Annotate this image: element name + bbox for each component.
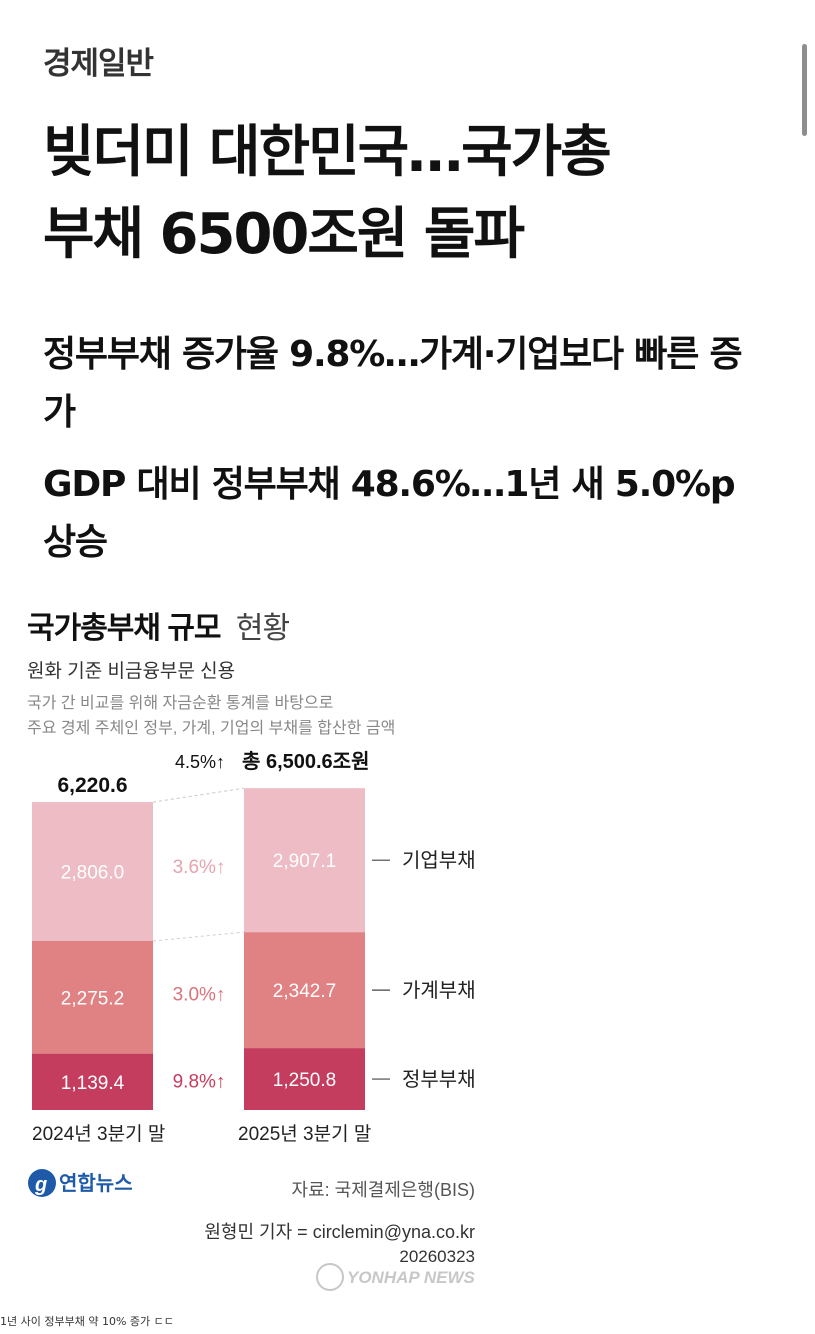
series-label: 정부부채 xyxy=(402,1068,476,1091)
bar-value-label: 2,806.0 xyxy=(61,863,124,884)
yonhap-logo-icon xyxy=(28,1169,56,1197)
bar-2-1 xyxy=(32,940,153,1054)
bar-value-label: 2,342.7 xyxy=(273,981,336,1002)
total-label-2: 총 6,500.6조원 xyxy=(242,750,370,773)
bar-value-label: 1,139.4 xyxy=(61,1073,125,1094)
chart-title-light: 현황 xyxy=(236,612,290,645)
infographic: 국가총부채 규모 현황 원화 기준 비금융부문 신용 국가 간 비교를 위해 자… xyxy=(0,580,815,1300)
chart-title: 국가총부채 규모 현황 xyxy=(27,612,289,645)
chart-title-bold: 국가총부채 규모 xyxy=(27,612,221,645)
change-label: 3.6%↑ xyxy=(173,857,226,878)
subhead-2: GDP 대비 정부부채 48.6%…1년 새 5.0%p 상승 xyxy=(43,464,736,563)
bar-3-1 xyxy=(32,802,153,941)
stacked-bar-chart: 국가총부채 규모 현황 원화 기준 비금융부문 신용 국가 간 비교를 위해 자… xyxy=(27,612,476,1291)
svg-text:ɡ: ɡ xyxy=(34,1174,47,1196)
chart-description-2: 주요 경제 주체인 정부, 가계, 기업의 부채를 합산한 금액 xyxy=(27,719,395,737)
watermark-icon xyxy=(316,1263,344,1291)
connector-line xyxy=(152,787,245,803)
headline-line-1: 빚더미 대한민국…국가총 xyxy=(43,120,612,185)
reporter-credit: 원형민 기자 = circlemin@yna.co.kr xyxy=(204,1222,475,1242)
yonhap-logo: ɡ 연합뉴스 xyxy=(28,1169,133,1197)
bar-value-label: 2,275.2 xyxy=(61,988,124,1009)
bar-1-2 xyxy=(244,1048,365,1110)
yonhap-logo-text: 연합뉴스 xyxy=(59,1172,133,1195)
total-change-label: 4.5%↑ xyxy=(175,752,225,772)
article-category: 경제일반 xyxy=(43,46,154,82)
scrollbar[interactable] xyxy=(802,44,807,136)
bar-value-label: 2,907.1 xyxy=(273,851,336,872)
series-label: 가계부채 xyxy=(402,979,476,1002)
bar-value-label: 1,250.8 xyxy=(273,1070,336,1091)
total-label-1: 6,220.6 xyxy=(57,774,127,797)
change-label: 9.8%↑ xyxy=(173,1071,226,1092)
series-label: 기업부채 xyxy=(402,849,476,872)
category-label: 2024년 3분기 말 xyxy=(32,1123,165,1145)
bar-2-2 xyxy=(244,932,365,1049)
change-label: 3.0%↑ xyxy=(173,985,226,1006)
chart-description-1: 국가 간 비교를 위해 자금순환 통계를 바탕으로 xyxy=(27,694,333,712)
connector-line xyxy=(152,931,245,942)
bar-3-2 xyxy=(244,788,365,933)
date-code: 20260323 xyxy=(399,1247,475,1266)
article-headline: 빚더미 대한민국…국가총 부채 6500조원 돌파 xyxy=(43,112,788,276)
chart-subtitle: 원화 기준 비금융부문 신용 xyxy=(27,660,235,682)
subhead-1: 정부부채 증가율 9.8%…가계·기업보다 빠른 증가 xyxy=(43,334,743,433)
bar-1-1 xyxy=(32,1053,153,1110)
watermark-text: YONHAP NEWS xyxy=(347,1268,475,1287)
watermark: YONHAP NEWS xyxy=(316,1263,475,1291)
headline-line-2: 부채 6500조원 돌파 xyxy=(43,202,525,267)
footer-note: 1년 사이 정부부채 약 10% 증가 ㄷㄷ xyxy=(0,1315,174,1328)
source-label: 자료: 국제결제은행(BIS) xyxy=(292,1180,475,1200)
article-subheads: 정부부채 증가율 9.8%…가계·기업보다 빠른 증가 GDP 대비 정부부채 … xyxy=(43,326,773,586)
category-label: 2025년 3분기 말 xyxy=(238,1123,371,1145)
